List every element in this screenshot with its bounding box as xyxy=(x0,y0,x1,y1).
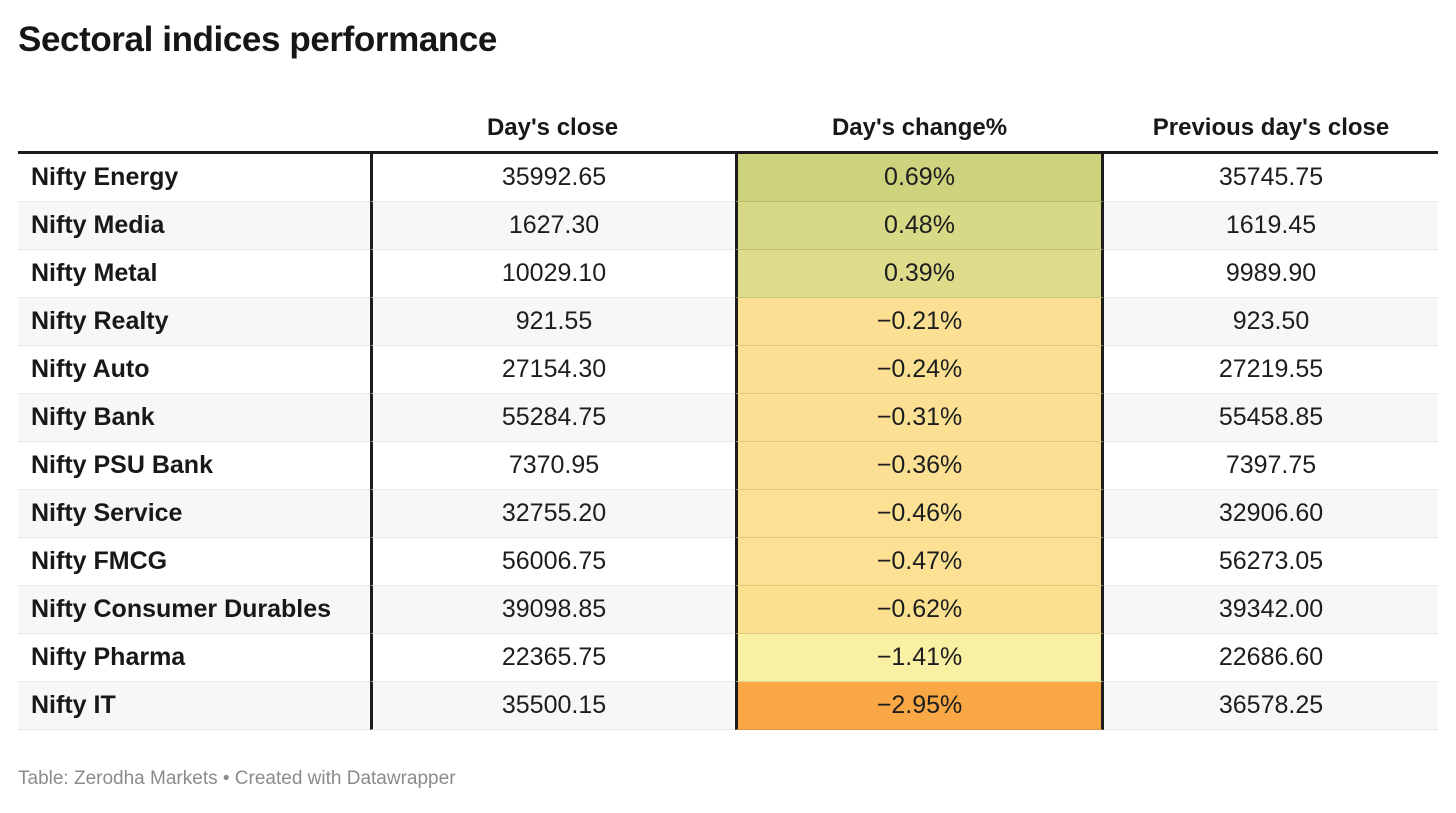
days-change-cell: −2.95% xyxy=(735,682,1104,730)
table-row: Nifty Realty 921.55 −0.21% 923.50 xyxy=(18,298,1438,346)
header-days-close: Day's close xyxy=(486,114,619,141)
table-row: Nifty IT 35500.15 −2.95% 36578.25 xyxy=(18,682,1438,730)
table-row: Nifty Media 1627.30 0.48% 1619.45 xyxy=(18,202,1438,250)
days-change-cell: −1.41% xyxy=(735,634,1104,682)
days-change-cell: 0.39% xyxy=(735,250,1104,298)
days-close-cell: 39098.85 xyxy=(370,586,735,634)
table-header-row: Day's close Day's change% Previous day's… xyxy=(18,114,1438,154)
source-note: Table: Zerodha Markets • Created with Da… xyxy=(18,768,456,789)
days-change-cell: 0.48% xyxy=(735,202,1104,250)
days-close-cell: 35500.15 xyxy=(370,682,735,730)
prev-close-cell: 39342.00 xyxy=(1104,586,1438,634)
days-close-cell: 32755.20 xyxy=(370,490,735,538)
days-close-cell: 27154.30 xyxy=(370,346,735,394)
datawrapper-table-page: Sectoral indices performance Day's close… xyxy=(0,18,1456,790)
days-change-cell: −0.46% xyxy=(735,490,1104,538)
days-change-cell: −0.36% xyxy=(735,442,1104,490)
prev-close-cell: 36578.25 xyxy=(1104,682,1438,730)
index-name-cell: Nifty IT xyxy=(18,682,370,730)
prev-close-cell: 32906.60 xyxy=(1104,490,1438,538)
index-name-cell: Nifty Media xyxy=(18,202,370,250)
index-name-cell: Nifty Pharma xyxy=(18,634,370,682)
days-change-cell: −0.31% xyxy=(735,394,1104,442)
days-change-cell: −0.62% xyxy=(735,586,1104,634)
index-name-cell: Nifty Consumer Durables xyxy=(18,586,370,634)
prev-close-cell: 7397.75 xyxy=(1104,442,1438,490)
table-row: Nifty Energy 35992.65 0.69% 35745.75 xyxy=(18,154,1438,202)
header-days-change-pct: Day's change% xyxy=(831,114,1008,141)
days-close-cell: 1627.30 xyxy=(370,202,735,250)
index-name-cell: Nifty Auto xyxy=(18,346,370,394)
days-change-cell: −0.24% xyxy=(735,346,1104,394)
days-change-cell: −0.47% xyxy=(735,538,1104,586)
days-close-cell: 10029.10 xyxy=(370,250,735,298)
prev-close-cell: 27219.55 xyxy=(1104,346,1438,394)
page-title: Sectoral indices performance xyxy=(18,20,497,59)
index-name-cell: Nifty FMCG xyxy=(18,538,370,586)
table-row: Nifty PSU Bank 7370.95 −0.36% 7397.75 xyxy=(18,442,1438,490)
index-name-cell: Nifty Metal xyxy=(18,250,370,298)
days-close-cell: 55284.75 xyxy=(370,394,735,442)
prev-close-cell: 1619.45 xyxy=(1104,202,1438,250)
index-name-cell: Nifty Service xyxy=(18,490,370,538)
table-row: Nifty FMCG 56006.75 −0.47% 56273.05 xyxy=(18,538,1438,586)
index-name-cell: Nifty Bank xyxy=(18,394,370,442)
days-close-cell: 56006.75 xyxy=(370,538,735,586)
table-row: Nifty Pharma 22365.75 −1.41% 22686.60 xyxy=(18,634,1438,682)
table-row: Nifty Auto 27154.30 −0.24% 27219.55 xyxy=(18,346,1438,394)
table-row: Nifty Service 32755.20 −0.46% 32906.60 xyxy=(18,490,1438,538)
days-close-cell: 7370.95 xyxy=(370,442,735,490)
prev-close-cell: 35745.75 xyxy=(1104,154,1438,202)
table-row: Nifty Bank 55284.75 −0.31% 55458.85 xyxy=(18,394,1438,442)
prev-close-cell: 55458.85 xyxy=(1104,394,1438,442)
index-name-cell: Nifty Energy xyxy=(18,154,370,202)
table-body: Nifty Energy 35992.65 0.69% 35745.75 Nif… xyxy=(18,154,1438,730)
days-change-cell: 0.69% xyxy=(735,154,1104,202)
days-close-cell: 22365.75 xyxy=(370,634,735,682)
prev-close-cell: 22686.60 xyxy=(1104,634,1438,682)
prev-close-cell: 56273.05 xyxy=(1104,538,1438,586)
table-row: Nifty Consumer Durables 39098.85 −0.62% … xyxy=(18,586,1438,634)
prev-close-cell: 9989.90 xyxy=(1104,250,1438,298)
days-close-cell: 35992.65 xyxy=(370,154,735,202)
header-previous-days-close: Previous day's close xyxy=(1152,114,1390,141)
days-change-cell: −0.21% xyxy=(735,298,1104,346)
index-name-cell: Nifty Realty xyxy=(18,298,370,346)
days-close-cell: 921.55 xyxy=(370,298,735,346)
table-row: Nifty Metal 10029.10 0.39% 9989.90 xyxy=(18,250,1438,298)
sector-indices-table: Day's close Day's change% Previous day's… xyxy=(18,114,1438,730)
prev-close-cell: 923.50 xyxy=(1104,298,1438,346)
index-name-cell: Nifty PSU Bank xyxy=(18,442,370,490)
